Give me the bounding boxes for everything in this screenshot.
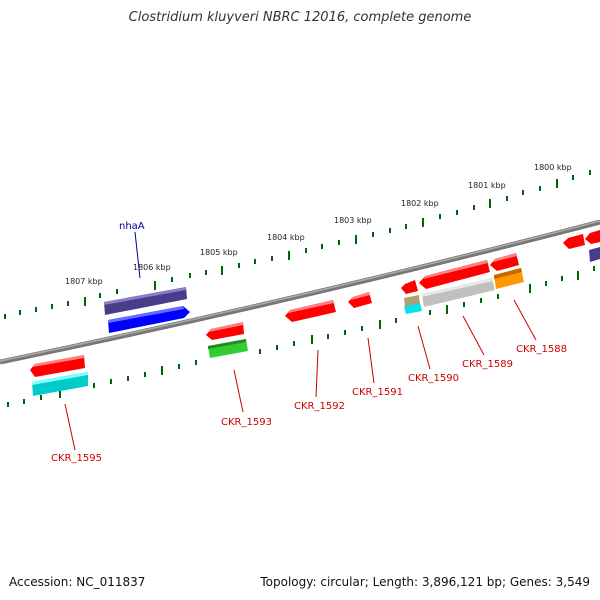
genome-backbone <box>0 219 600 365</box>
lower-tick-row <box>7 266 595 407</box>
gene-label-CKR_1592: CKR_1592 <box>294 401 345 412</box>
upper-tick-row <box>4 170 591 319</box>
gene-label-CKR_1595: CKR_1595 <box>51 453 102 464</box>
gene-label-CKR_1591: CKR_1591 <box>352 387 403 398</box>
kbp-label: 1805 kbp <box>200 248 238 257</box>
gene-CKR_1591[interactable] <box>348 292 375 384</box>
gene-CKR_1590[interactable] <box>401 280 431 370</box>
kbp-label: 1801 kbp <box>468 181 506 190</box>
kbp-label: 1807 kbp <box>65 277 103 286</box>
gene-label-CKR_1589: CKR_1589 <box>462 359 513 370</box>
genome-summary-text: Topology: circular; Length: 3,896,121 bp… <box>260 575 590 589</box>
gene-nhaA[interactable] <box>104 231 190 333</box>
kbp-label: 1804 kbp <box>267 233 305 242</box>
kbp-label: 1803 kbp <box>334 216 372 225</box>
gene-CKR_1593[interactable] <box>206 322 248 413</box>
gene-label-CKR_1588: CKR_1588 <box>516 344 567 355</box>
gene-CKR_1589[interactable] <box>419 260 495 356</box>
kbp-label: 1800 kbp <box>534 163 572 172</box>
kbp-label: 1806 kbp <box>133 263 171 272</box>
gene-partial-right[interactable] <box>563 230 600 262</box>
gene-label-CKR_1590: CKR_1590 <box>408 373 459 384</box>
gene-label-CKR_1593: CKR_1593 <box>221 417 272 428</box>
kbp-label: 1802 kbp <box>401 199 439 208</box>
gene-CKR_1588[interactable] <box>490 253 537 341</box>
gene-label-nhaA: nhaA <box>119 221 145 232</box>
accession-text: Accession: NC_011837 <box>9 575 146 589</box>
gene-CKR_1595[interactable] <box>30 355 88 451</box>
gene-CKR_1592[interactable] <box>285 300 336 398</box>
map-title: Clostridium kluyveri NBRC 12016, complet… <box>128 10 472 25</box>
